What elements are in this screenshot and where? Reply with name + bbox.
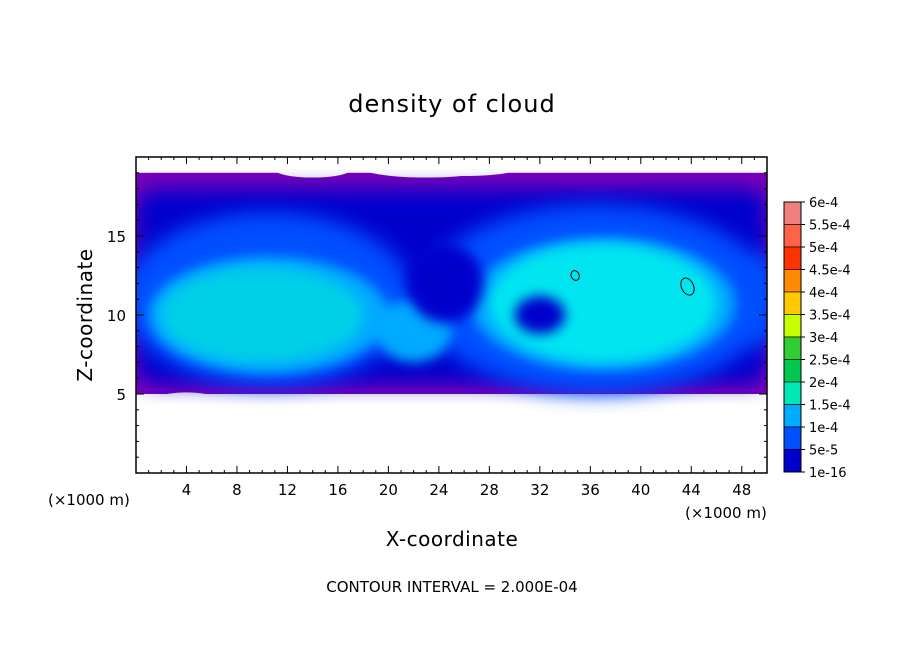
intrusion-center [407,243,484,323]
colorbar-segment [783,201,802,225]
colorbar-label: 2e-4 [809,376,838,391]
y-axis-label: Z-coordinate [73,248,97,381]
x-axis-ticks: 4 8 12 16 20 24 28 32 36 40 44 48 [148,157,755,499]
colorbar-label: 5.5e-4 [809,219,851,234]
band-1e-4-edge [741,251,767,347]
x-tick-label: 32 [530,481,549,499]
x-unit-left: (×1000 m) [48,491,130,509]
y-tick-label: 10 [107,307,126,325]
x-tick-label: 36 [581,481,600,499]
y-tick-label: 15 [107,228,126,246]
x-tick-label: 40 [631,481,650,499]
colorbar-label: 1e-4 [809,421,838,436]
x-tick-label: 28 [480,481,499,499]
colorbar-segment [783,291,802,315]
contour-line-2e-4 [570,270,580,281]
contour-interval-note: CONTOUR INTERVAL = 2.000E-04 [326,578,577,596]
x-tick-label: 24 [429,481,448,499]
band-2e-4-core [161,267,364,363]
x-tick-label: 20 [379,481,398,499]
cloud-gap [274,161,351,178]
x-unit-right: (×1000 m) [685,504,767,522]
colorbar-segment [783,336,802,360]
colorbar-label: 2.5e-4 [809,354,851,369]
x-tick-label: 12 [278,481,297,499]
y-axis-ticks: 5 10 15 [107,172,767,458]
colorbar-segment [783,269,802,293]
colorbar-segment [783,224,802,248]
contour-line-2e-4 [680,277,695,296]
cloud-gap [161,392,212,402]
colorbar-label: 3.5e-4 [809,309,851,324]
dark-intrusion [407,243,566,334]
x-tick-label: 48 [732,481,751,499]
colorbar-label: 5e-4 [809,241,838,256]
colorbar-segment [783,314,802,338]
colorbar-segment [783,246,802,270]
cloud-density-field [136,158,767,402]
chart-title: density of cloud [348,90,555,118]
colorbar-label: 6e-4 [809,196,838,211]
colorbar-label: 4e-4 [809,286,838,301]
colorbar-label: 5e-5 [809,444,838,459]
x-tick-label: 16 [328,481,347,499]
colorbar: 6e-4 5.5e-4 5e-4 4.5e-4 4e-4 3.5e-4 3e-4 2.5e-4… [783,196,851,481]
colorbar-segment [783,449,802,473]
intrusion-right [514,296,566,334]
y-tick-label: 5 [116,386,126,404]
colorbar-segment [783,359,802,383]
colorbar-label: 4.5e-4 [809,264,851,279]
cloud-gap [413,163,515,176]
x-axis-label: X-coordinate [386,527,519,551]
colorbar-segment [783,381,802,405]
colorbar-label: 3e-4 [809,331,838,346]
colorbar-label: 1.5e-4 [809,399,851,414]
x-tick-label: 8 [232,481,242,499]
colorbar-segment [783,426,802,450]
x-tick-label: 44 [682,481,701,499]
colorbar-segment [783,404,802,428]
x-tick-label: 4 [182,481,192,499]
colorbar-label: 1e-16 [809,466,847,481]
